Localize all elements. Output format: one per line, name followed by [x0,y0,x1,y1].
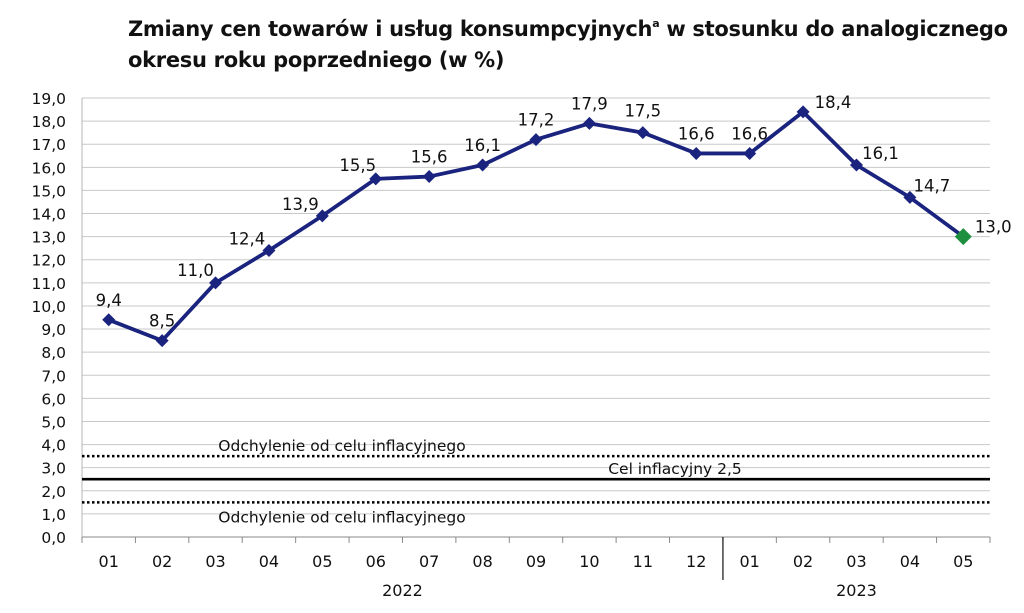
data-point [849,158,863,172]
y-tick-label: 5,0 [41,413,66,431]
data-point [155,334,169,348]
data-label: 9,4 [96,291,122,310]
y-tick-label: 14,0 [31,206,66,224]
deviation-label: Odchylenie od celu inflacyjnego [218,437,465,455]
x-tick-label: 10 [579,552,599,571]
x-tick-label: 06 [366,552,386,571]
x-tick-label: 05 [953,552,973,571]
y-tick-label: 10,0 [31,298,66,316]
x-tick-label: 03 [205,552,225,571]
data-point [315,209,329,223]
y-tick-label: 1,0 [41,506,66,524]
title-rest: w stosunku do analogicznego okresu roku … [128,17,1008,72]
data-label: 17,2 [518,111,555,130]
y-tick-label: 11,0 [31,275,66,293]
y-tick-label: 16,0 [31,159,66,177]
y-tick-label: 9,0 [41,321,66,339]
y-tick-label: 7,0 [41,367,66,385]
y-tick-label: 3,0 [41,460,66,478]
data-label: 12,4 [229,229,266,248]
x-tick-label: 02 [793,552,813,571]
data-point [209,276,223,290]
x-tick-label: 01 [739,552,759,571]
y-tick-label: 8,0 [41,344,66,362]
data-label: 16,6 [731,124,768,143]
x-tick-label: 04 [259,552,279,571]
data-point [636,126,650,140]
data-label: 15,5 [339,156,376,175]
data-point [743,146,757,160]
data-point [954,228,972,246]
y-tick-label: 19,0 [31,90,66,108]
data-point [476,158,490,172]
data-point [689,146,703,160]
x-tick-label: 01 [99,552,119,571]
chart-title: Zmiany cen towarów i usług konsumpcyjnyc… [128,8,1008,76]
year-label: 2022 [382,581,423,600]
x-tick-label: 12 [686,552,706,571]
year-label: 2023 [836,581,877,600]
x-tick-label: 09 [526,552,546,571]
data-point [529,133,543,147]
data-label: 13,9 [282,195,319,214]
y-tick-label: 18,0 [31,113,66,131]
x-tick-label: 04 [900,552,920,571]
x-tick-label: 02 [152,552,172,571]
data-label: 16,6 [678,124,715,143]
x-tick-label: 07 [419,552,439,571]
data-label: 8,5 [149,312,175,331]
x-tick-label: 05 [312,552,332,571]
data-point [369,172,383,186]
data-point [102,313,116,327]
deviation-label: Odchylenie od celu inflacyjnego [218,508,465,526]
y-tick-label: 12,0 [31,252,66,270]
y-tick-label: 17,0 [31,136,66,154]
x-tick-label: 11 [633,552,653,571]
y-tick-label: 15,0 [31,182,66,200]
title-footnote-marker: a [652,17,660,30]
y-tick-label: 6,0 [41,390,66,408]
y-tick-label: 2,0 [41,483,66,501]
x-tick-label: 08 [472,552,492,571]
data-label: 18,4 [815,93,852,112]
target-label: Cel inflacyjny 2,5 [608,460,742,478]
title-main: Zmiany cen towarów i usług konsumpcyjnyc… [128,17,653,41]
data-label: 16,1 [862,144,899,163]
y-tick-label: 4,0 [41,437,66,455]
data-point [903,190,917,204]
data-label: 13,0 [975,218,1012,237]
data-point [582,116,596,130]
data-point [262,243,276,257]
data-label: 15,6 [411,148,448,167]
y-tick-label: 13,0 [31,229,66,247]
data-label: 17,9 [571,94,608,113]
data-label: 17,5 [624,102,661,121]
data-label: 16,1 [464,136,501,155]
y-tick-label: 0,0 [41,529,66,547]
data-point [422,170,436,184]
data-point [796,105,810,119]
x-tick-label: 03 [846,552,866,571]
data-label: 11,0 [177,261,214,280]
data-label: 14,7 [914,176,951,195]
